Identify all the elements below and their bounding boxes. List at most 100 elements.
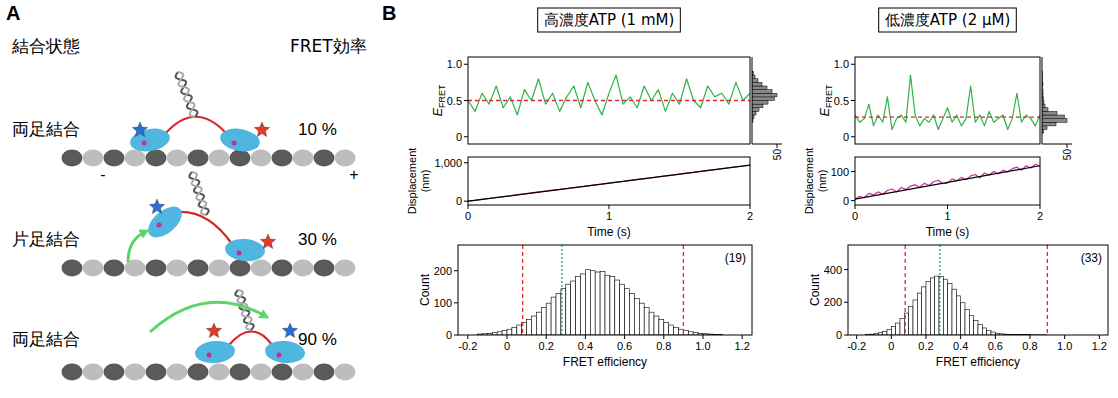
series-line (468, 165, 750, 201)
tubulin (188, 364, 209, 381)
histogram-bar (956, 296, 960, 335)
panel-letter: B (382, 2, 396, 24)
plot-frame (855, 57, 1040, 144)
histogram-bar (1042, 108, 1048, 112)
histogram-bar (961, 303, 965, 335)
x-tick (624, 335, 625, 339)
y-axis-title: EFRET (817, 84, 834, 117)
motor-head (143, 201, 188, 244)
tubulin (314, 260, 335, 277)
histogram-bar (1042, 115, 1065, 119)
y-tick-label: 200 (824, 296, 842, 308)
x-tick (777, 144, 778, 148)
y-tick-label: 0 (456, 195, 462, 207)
tubulin (125, 150, 146, 167)
series-line (855, 166, 1040, 199)
motor-head (194, 339, 236, 364)
chart: 00.51.0EFRET (817, 57, 1040, 144)
x-tick-label: 1.2 (1092, 340, 1107, 352)
histogram-bar (590, 271, 595, 335)
histogram-bar (620, 284, 625, 335)
neck-linker (178, 212, 232, 244)
threshold-line (939, 245, 940, 335)
x-tick (960, 335, 961, 339)
histogram-bar (917, 293, 921, 335)
histogram-bar (630, 294, 635, 335)
histogram-bar (752, 101, 768, 105)
tubulin (314, 364, 335, 381)
step-arrow (150, 302, 265, 332)
histogram-bar (625, 289, 630, 335)
axis-line (1042, 57, 1043, 144)
tubulin (104, 364, 125, 381)
x-tick (663, 335, 664, 339)
x-tick (1064, 335, 1065, 339)
y-tick (454, 302, 458, 303)
histogram-bar (965, 309, 969, 335)
tubulin (188, 150, 209, 167)
y-axis-title-part: E (817, 108, 832, 117)
series-line (855, 164, 1040, 199)
state-label: 両足結合 (12, 329, 80, 349)
histogram-bar (581, 274, 586, 335)
histogram-bar (952, 289, 956, 335)
threshold-line (683, 245, 684, 335)
histogram-bar (752, 104, 763, 108)
histogram-bar (887, 329, 891, 335)
histogram-bar (891, 327, 895, 335)
binding-state: 片足結合30 % (12, 172, 356, 277)
dna-strand (192, 172, 207, 215)
tubulin (62, 150, 83, 167)
chart: 50 (1042, 57, 1073, 160)
fluorophore-star (260, 234, 275, 249)
tubulin (230, 364, 251, 381)
nucleotide (277, 353, 282, 358)
threshold-line (561, 245, 562, 335)
y-tick (851, 64, 855, 65)
histogram-bar (639, 303, 644, 335)
x-tick (468, 205, 469, 209)
y-axis-title: Count (418, 273, 432, 306)
histogram-bar (634, 298, 639, 335)
step-arrow (128, 232, 145, 262)
nucleotide (207, 353, 212, 358)
fluorophore-star (132, 122, 147, 137)
x-tick (856, 335, 857, 339)
x-tick-label: 0.2 (918, 340, 933, 352)
x-tick (742, 335, 743, 339)
tubulin (62, 364, 83, 381)
x-tick-label: 1.0 (695, 340, 710, 352)
tubulin (272, 260, 293, 277)
panel-a: A結合状態FRET効率両足結合10 %片足結合30 %両足結合90 %-+ (6, 2, 367, 381)
tubulin (209, 260, 230, 277)
column-title: 高濃度ATP (1 mM) (544, 11, 675, 29)
y-axis-title-part: FRET (824, 84, 834, 108)
tubulin (335, 150, 356, 167)
y-tick-label: 0 (843, 131, 849, 143)
x-tick (1040, 205, 1041, 209)
y-tick-label: 0 (446, 329, 452, 341)
y-tick (454, 335, 458, 336)
y-tick-label: 0 (456, 131, 462, 143)
histogram-bar (664, 322, 669, 335)
histogram-bar (752, 79, 758, 83)
histogram-bar (683, 331, 688, 336)
x-axis-title: FRET efficiency (936, 355, 1020, 369)
tubulin (293, 364, 314, 381)
tubulin (146, 150, 167, 167)
histogram-bar (930, 278, 934, 335)
y-axis-title-part: (nm) (816, 170, 828, 193)
x-tick-label: 0.6 (617, 340, 632, 352)
x-tick-label: 50 (772, 149, 783, 161)
y-tick-label: 0.5 (447, 95, 462, 107)
y-axis-title-part: Displacement (406, 148, 418, 215)
histogram-bar (1042, 119, 1067, 123)
x-tick-label: 1 (606, 210, 612, 222)
x-tick-label: 0 (504, 340, 510, 352)
histogram-bar (546, 303, 551, 335)
histogram-bar (978, 325, 982, 335)
y-tick (844, 335, 848, 336)
plot-area (468, 75, 750, 115)
y-axis-title: Displacement(nm) (406, 148, 431, 215)
histogram-bar (669, 325, 674, 335)
